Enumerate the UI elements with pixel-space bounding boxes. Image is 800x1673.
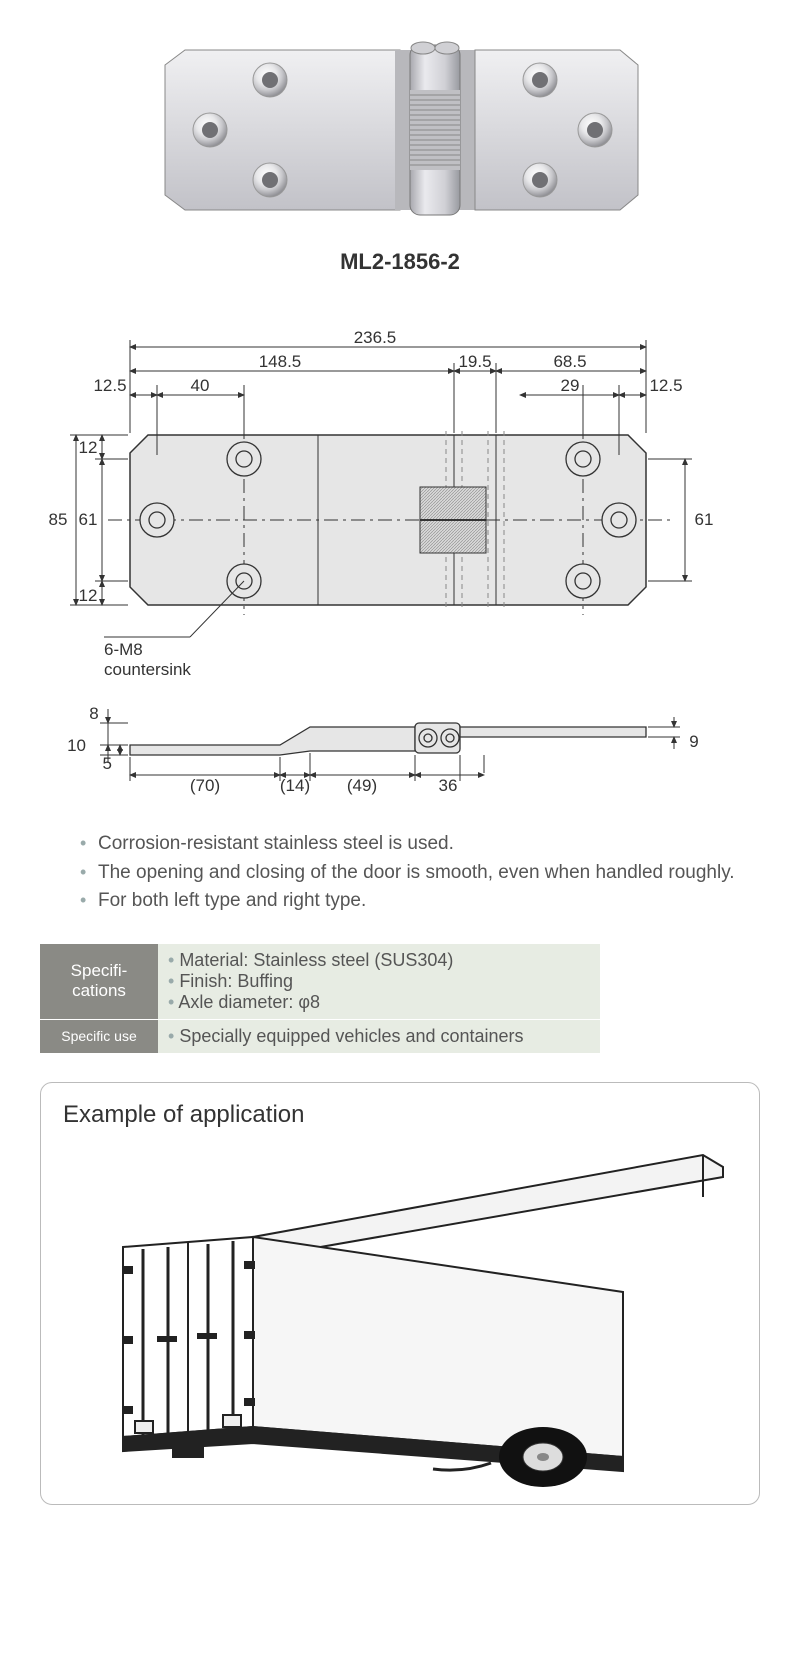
svg-text:19.5: 19.5 (458, 352, 491, 371)
svg-text:68.5: 68.5 (553, 352, 586, 371)
feature-item: The opening and closing of the door is s… (80, 859, 760, 888)
spec-header-use: Specific use (40, 1020, 158, 1054)
svg-text:12: 12 (79, 586, 98, 605)
feature-list: Corrosion-resistant stainless steel is u… (40, 830, 760, 916)
svg-text:148.5: 148.5 (259, 352, 302, 371)
svg-text:9: 9 (689, 732, 698, 751)
application-title: Example of application (63, 1101, 737, 1129)
technical-drawing: 236.5 148.5 19.5 68.5 12.5 40 29 12.5 (40, 315, 760, 800)
svg-text:countersink: countersink (104, 660, 191, 679)
application-illustration (63, 1137, 743, 1487)
svg-text:12.5: 12.5 (649, 376, 682, 395)
spec-table: Specifi-cations Material: Stainless stee… (40, 944, 600, 1054)
svg-text:12.5: 12.5 (93, 376, 126, 395)
svg-text:12: 12 (79, 438, 98, 457)
svg-text:61: 61 (79, 510, 98, 529)
spec-header: Specifi-cations (40, 944, 158, 1020)
svg-text:29: 29 (561, 376, 580, 395)
svg-text:(49): (49) (347, 776, 377, 795)
svg-text:(14): (14) (280, 776, 310, 795)
feature-item: For both left type and right type. (80, 887, 760, 916)
svg-text:85: 85 (49, 510, 68, 529)
svg-text:40: 40 (191, 376, 210, 395)
svg-text:10: 10 (67, 736, 86, 755)
application-box: Example of application (40, 1082, 760, 1505)
product-model: ML2-1856-2 (30, 249, 770, 275)
svg-text:8: 8 (89, 704, 98, 723)
svg-text:(70): (70) (190, 776, 220, 795)
svg-text:6-M8: 6-M8 (104, 640, 143, 659)
spec-body-use: Specially equipped vehicles and containe… (158, 1020, 600, 1054)
spec-body: Material: Stainless steel (SUS304) Finis… (158, 944, 600, 1020)
feature-item: Corrosion-resistant stainless steel is u… (80, 830, 760, 859)
svg-text:5: 5 (103, 754, 112, 773)
svg-text:236.5: 236.5 (354, 328, 397, 347)
svg-text:61: 61 (695, 510, 714, 529)
svg-text:36: 36 (439, 776, 458, 795)
product-photo (30, 30, 770, 235)
